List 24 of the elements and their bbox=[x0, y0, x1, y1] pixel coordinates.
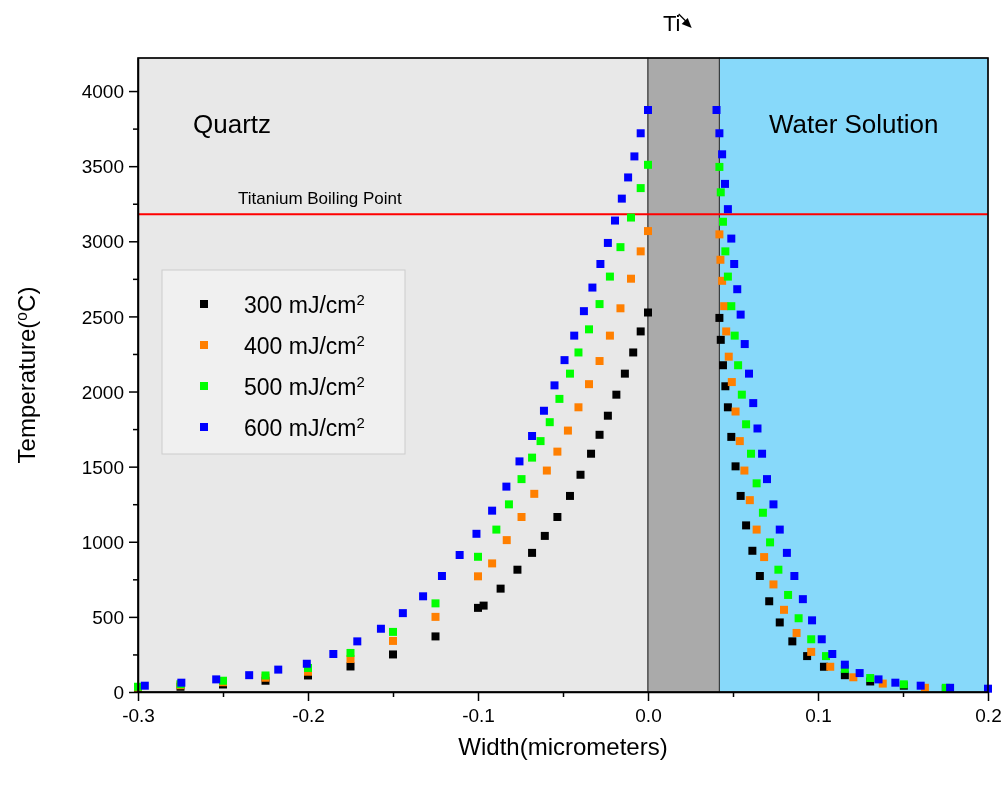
legend-label: 400 mJ/cm$^{2}$ bbox=[244, 331, 365, 359]
y-tick-label: 1500 bbox=[81, 456, 124, 478]
legend-label: 300 mJ/cm$^{2}$ bbox=[244, 290, 365, 318]
x-tick-label: -0.3 bbox=[122, 704, 155, 726]
x-tick-label: 0.0 bbox=[635, 704, 662, 726]
legend-label: 500 mJ/cm$^{2}$ bbox=[244, 372, 365, 400]
x-tick-label: 0.1 bbox=[805, 704, 832, 726]
x-axis-title: Width(micrometers) bbox=[458, 733, 668, 760]
y-tick-label: 2000 bbox=[81, 381, 124, 403]
y-tick-label: 0 bbox=[113, 682, 124, 704]
y-tick-label: 4000 bbox=[81, 81, 124, 103]
y-tick-label: 3500 bbox=[81, 156, 124, 178]
ref-line-label: Titanium Boiling Point bbox=[238, 189, 403, 209]
y-tick-label: 1000 bbox=[81, 531, 124, 553]
band-label: Water Solution bbox=[768, 109, 939, 139]
x-tick-label: -0.1 bbox=[462, 704, 495, 726]
y-tick-label: 2500 bbox=[81, 306, 124, 328]
band-label: Ti bbox=[662, 11, 681, 36]
legend-label: 600 mJ/cm$^{2}$ bbox=[244, 413, 365, 441]
y-tick-label: 3000 bbox=[81, 231, 124, 253]
x-tick-label: 0.2 bbox=[975, 704, 1002, 726]
y-tick-label: 500 bbox=[92, 607, 124, 629]
x-tick-label: -0.2 bbox=[292, 704, 325, 726]
band-label: Quartz bbox=[193, 109, 272, 139]
